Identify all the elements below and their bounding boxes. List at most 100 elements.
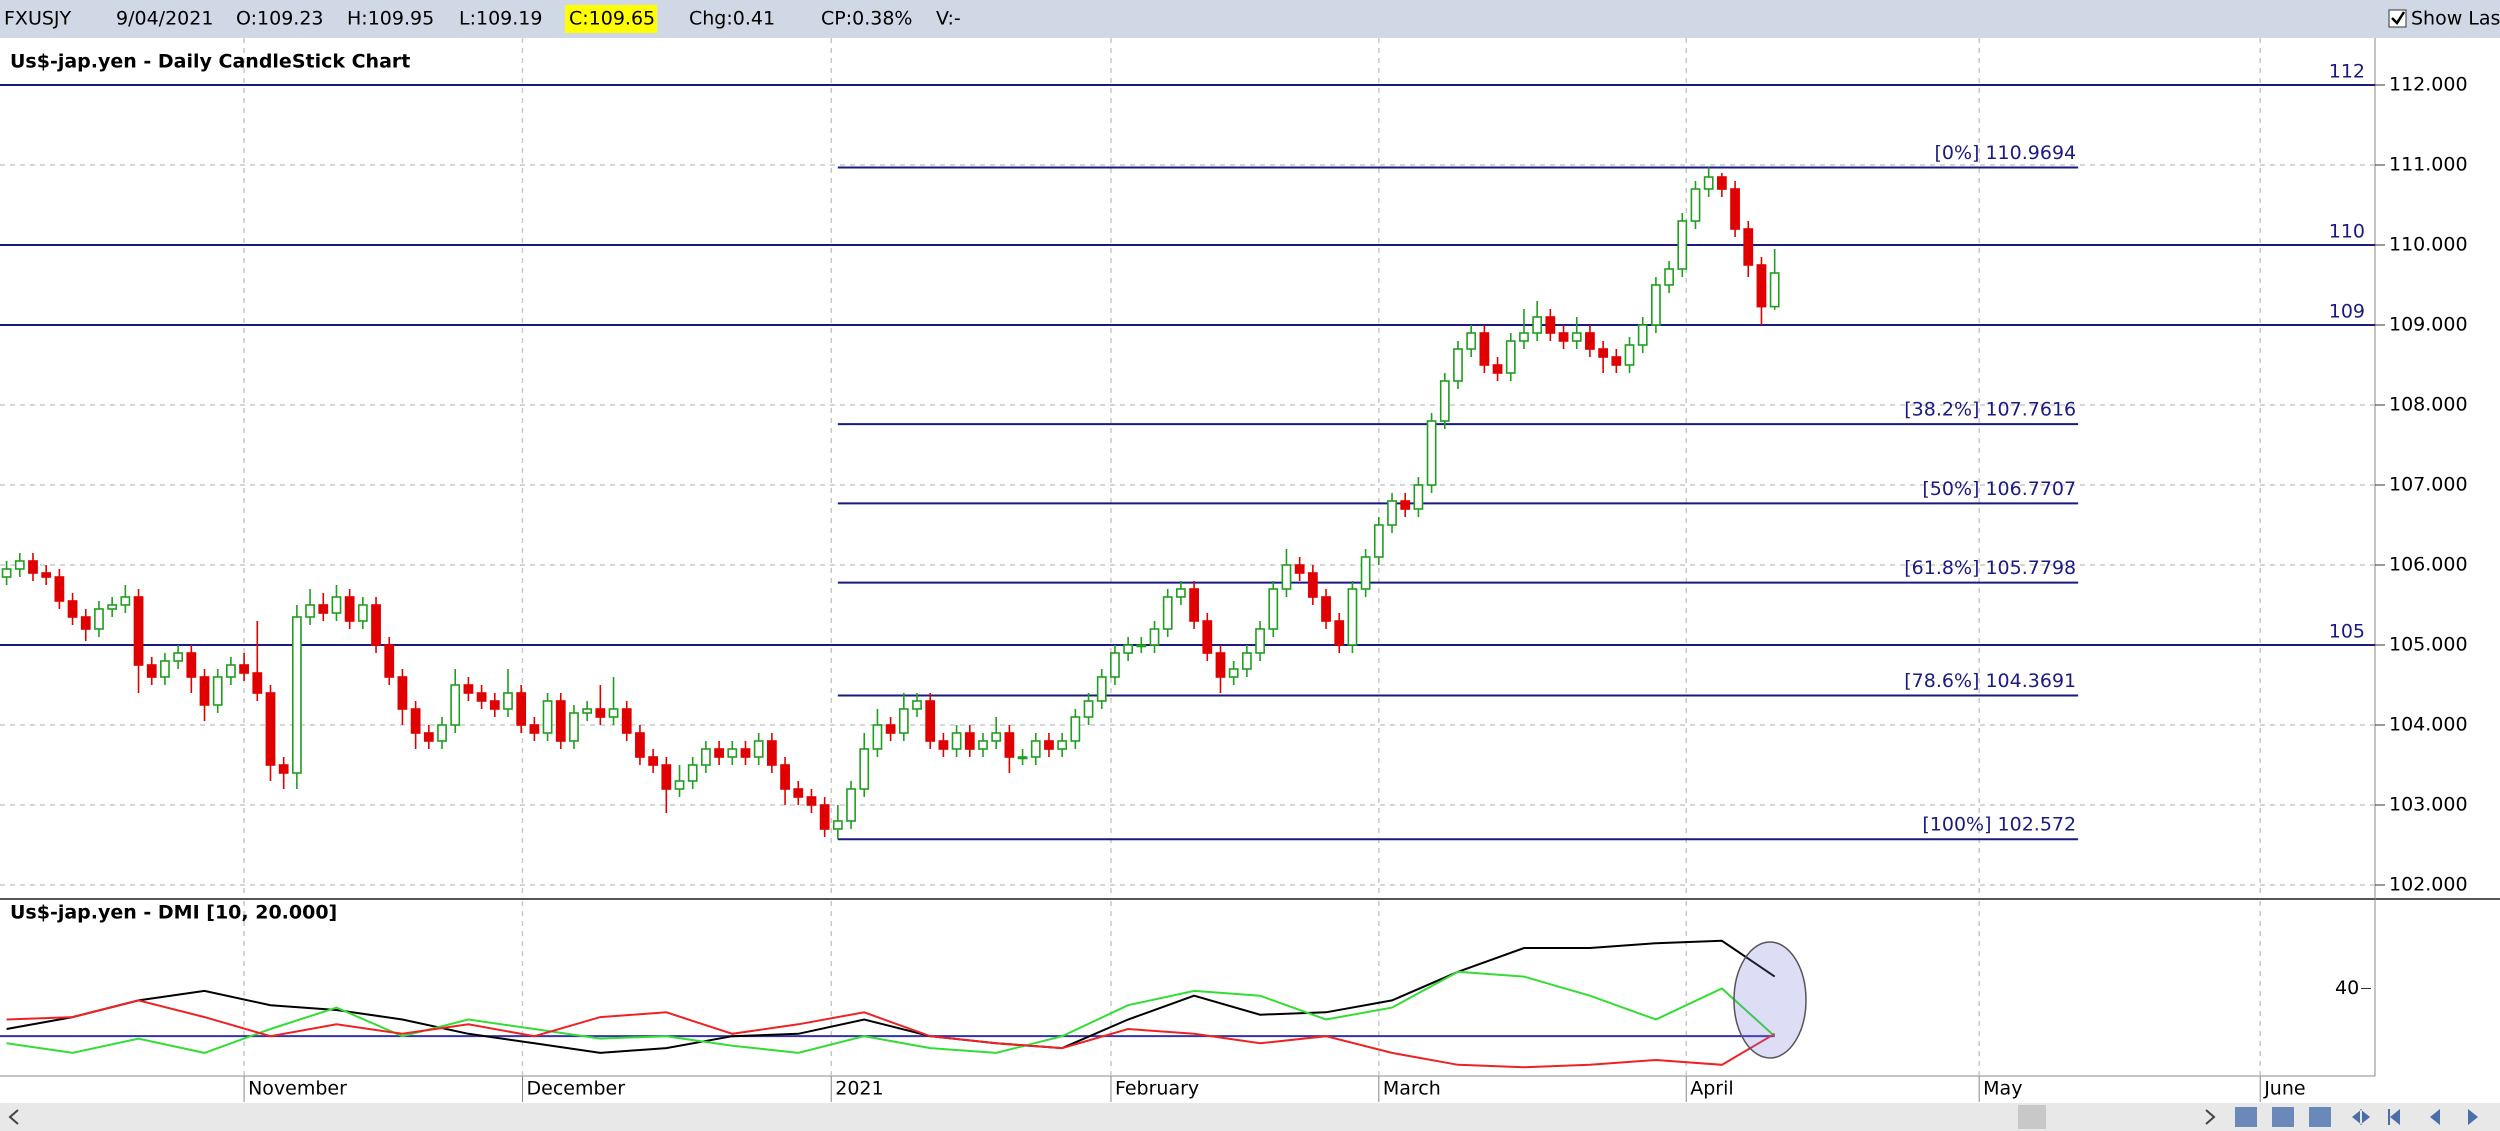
candle-body bbox=[107, 604, 118, 610]
candle-body bbox=[41, 572, 52, 578]
y-tick-label: 105.000 bbox=[2389, 634, 2468, 656]
highlight-ellipse bbox=[1733, 941, 1807, 1059]
x-tick-label: April bbox=[1690, 1078, 1733, 1100]
candle-body bbox=[661, 764, 672, 790]
candle-body bbox=[1070, 716, 1081, 742]
candle-body bbox=[1083, 700, 1094, 718]
horizontal-line-label: 112 bbox=[2329, 61, 2365, 83]
candle-body bbox=[397, 676, 408, 710]
candle-body bbox=[1651, 284, 1661, 326]
candle-body bbox=[1294, 564, 1305, 574]
candle-body bbox=[964, 732, 975, 750]
candle-body bbox=[14, 560, 25, 570]
candle-body bbox=[951, 732, 962, 750]
candle-body bbox=[331, 596, 342, 614]
candle-body bbox=[978, 740, 988, 750]
candle-body bbox=[476, 692, 487, 702]
scroll-left[interactable] bbox=[8, 1109, 19, 1125]
symbol: FXUSJY bbox=[4, 8, 72, 30]
horizontal-line-label: 105 bbox=[2329, 621, 2365, 643]
candle-body bbox=[1558, 332, 1569, 342]
scrollbar[interactable] bbox=[0, 1103, 2500, 1131]
volume: V:- bbox=[936, 8, 961, 30]
candle-body bbox=[489, 700, 500, 710]
x-tick-label: February bbox=[1115, 1078, 1199, 1100]
show-last-label[interactable]: Show Last bbox=[2411, 8, 2500, 30]
high: H:109.95 bbox=[347, 8, 434, 30]
candle-body bbox=[753, 740, 764, 758]
nav-button[interactable] bbox=[2468, 1109, 2478, 1125]
candle-body bbox=[872, 724, 883, 750]
candle-body bbox=[186, 652, 197, 678]
open: O:109.23 bbox=[236, 8, 324, 30]
candle-body bbox=[173, 652, 184, 662]
candle-body bbox=[384, 644, 395, 678]
candle-body bbox=[1228, 668, 1239, 678]
candle-body bbox=[94, 608, 104, 630]
candle-body bbox=[806, 796, 817, 806]
scroll-right[interactable] bbox=[2205, 1109, 2216, 1125]
candle-body bbox=[503, 692, 513, 710]
candle-body bbox=[991, 732, 1002, 742]
y-tick-label: 108.000 bbox=[2389, 394, 2468, 416]
candle-body bbox=[1677, 220, 1688, 270]
candle-body bbox=[1057, 740, 1068, 750]
fib-label: [100%] 102.572 bbox=[1922, 814, 2076, 836]
candle-body bbox=[1690, 188, 1701, 222]
candle-body bbox=[291, 616, 302, 774]
candle-body bbox=[780, 764, 790, 790]
scroll-thumb[interactable] bbox=[2018, 1105, 2046, 1129]
fib-label: [61.8%] 105.7798 bbox=[1904, 557, 2076, 579]
candle-body bbox=[1571, 332, 1582, 342]
candle-body bbox=[1176, 588, 1186, 598]
candle-body bbox=[1268, 588, 1279, 630]
candle-body bbox=[344, 596, 355, 622]
candle-body bbox=[938, 740, 949, 750]
candle-body bbox=[28, 560, 38, 574]
candle-body bbox=[305, 604, 315, 618]
candle-body bbox=[199, 676, 210, 706]
tool-button[interactable] bbox=[2309, 1107, 2331, 1127]
candle-body bbox=[318, 604, 329, 614]
candle-body bbox=[1519, 332, 1529, 342]
candle-body bbox=[1611, 356, 1622, 366]
y-tick-label: 111.000 bbox=[2389, 154, 2468, 176]
nav-button[interactable] bbox=[2352, 1109, 2370, 1125]
y-tick-label: 104.000 bbox=[2389, 714, 2468, 736]
change: Chg:0.41 bbox=[689, 8, 775, 30]
candle-body bbox=[1, 568, 12, 578]
candle-body bbox=[832, 820, 843, 830]
candle-body bbox=[542, 700, 553, 734]
nav-button[interactable] bbox=[2430, 1109, 2440, 1125]
candle-body bbox=[1241, 652, 1252, 670]
candle-body bbox=[265, 692, 276, 766]
candle-body bbox=[410, 708, 421, 734]
candle-body bbox=[1030, 740, 1041, 758]
candle-body bbox=[1466, 332, 1477, 350]
tool-button[interactable] bbox=[2272, 1107, 2294, 1127]
x-tick-label: 2021 bbox=[835, 1078, 883, 1100]
candle-body bbox=[1426, 420, 1437, 486]
dmi-line bbox=[6, 999, 1776, 1069]
candle-body bbox=[621, 708, 632, 734]
candle-body bbox=[1532, 316, 1543, 334]
candle-body bbox=[1637, 324, 1648, 346]
tool-button[interactable] bbox=[2235, 1107, 2257, 1127]
candle-body bbox=[569, 712, 579, 742]
candle-body bbox=[67, 600, 78, 618]
candle-body bbox=[793, 788, 804, 798]
candle-body bbox=[1756, 264, 1767, 308]
candle-body bbox=[239, 664, 249, 674]
candle-body bbox=[1162, 596, 1173, 630]
fib-label: [50%] 106.7707 bbox=[1922, 478, 2076, 500]
candle-body bbox=[608, 708, 619, 718]
candle-body bbox=[898, 708, 909, 734]
candle-body bbox=[516, 692, 527, 726]
y-tick-label: 40 bbox=[2335, 977, 2359, 999]
candle-body bbox=[648, 756, 659, 766]
candle-body bbox=[1017, 756, 1028, 760]
y-tick-label: 112.000 bbox=[2389, 74, 2468, 96]
candle-body bbox=[1400, 500, 1411, 510]
nav-button[interactable] bbox=[2388, 1109, 2400, 1125]
